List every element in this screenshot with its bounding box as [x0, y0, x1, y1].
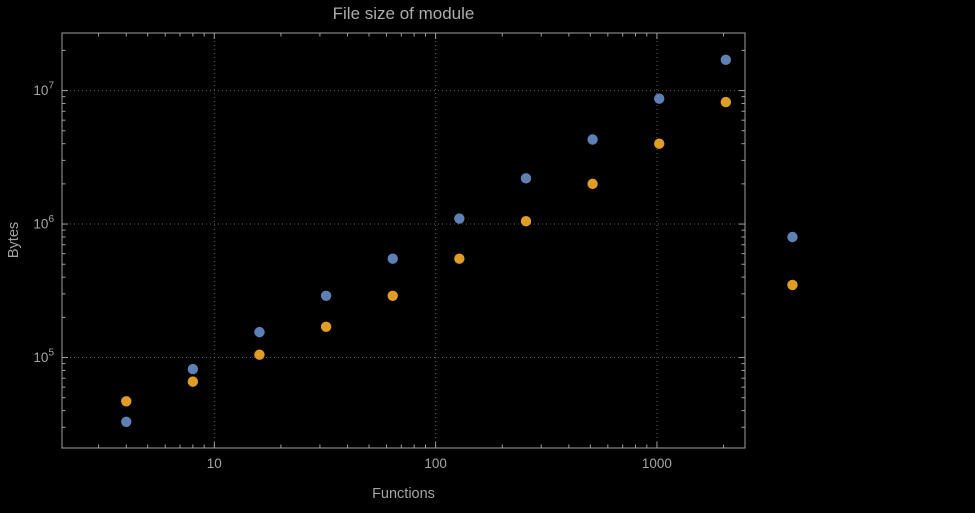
- data-points: [121, 54, 798, 427]
- gridlines: [62, 33, 745, 448]
- x-tick-label: 100: [424, 456, 447, 471]
- axis-ticks: [62, 33, 745, 448]
- y-tick-label: 107: [33, 81, 54, 99]
- data-point-orange: [454, 253, 465, 264]
- chart-title: File size of module: [332, 4, 475, 23]
- series-blue: [121, 54, 798, 427]
- x-tick-label: 1000: [642, 456, 672, 471]
- data-point-blue: [520, 173, 532, 184]
- data-point-blue: [587, 134, 598, 145]
- data-point-blue: [787, 231, 798, 243]
- data-point-orange: [121, 396, 132, 407]
- data-point-blue: [720, 54, 732, 66]
- y-axis-label: Bytes: [6, 221, 22, 259]
- data-point-orange: [720, 96, 732, 108]
- x-tick-label: 10: [207, 456, 222, 471]
- data-point-blue: [387, 253, 398, 264]
- data-point-orange: [654, 138, 665, 149]
- series-orange: [121, 96, 798, 407]
- data-point-orange: [320, 321, 332, 332]
- data-point-blue: [654, 93, 665, 104]
- y-tick-labels: 105 106 107: [33, 81, 54, 365]
- data-point-blue: [320, 290, 332, 302]
- data-point-orange: [187, 376, 199, 387]
- x-axis-label: Functions: [372, 486, 435, 502]
- y-tick-label: 105: [33, 348, 54, 366]
- data-point-orange: [587, 178, 598, 190]
- data-point-orange: [787, 279, 798, 291]
- x-tick-labels: 10 100 1000: [207, 456, 672, 471]
- data-point-orange: [254, 349, 265, 360]
- data-point-blue: [454, 213, 465, 224]
- y-tick-label: 106: [33, 214, 54, 232]
- data-point-orange: [520, 216, 532, 227]
- data-point-blue: [254, 326, 265, 338]
- data-point-blue: [121, 416, 132, 427]
- plot-frame: [61, 32, 746, 449]
- data-point-orange: [387, 290, 398, 302]
- data-point-blue: [187, 363, 199, 375]
